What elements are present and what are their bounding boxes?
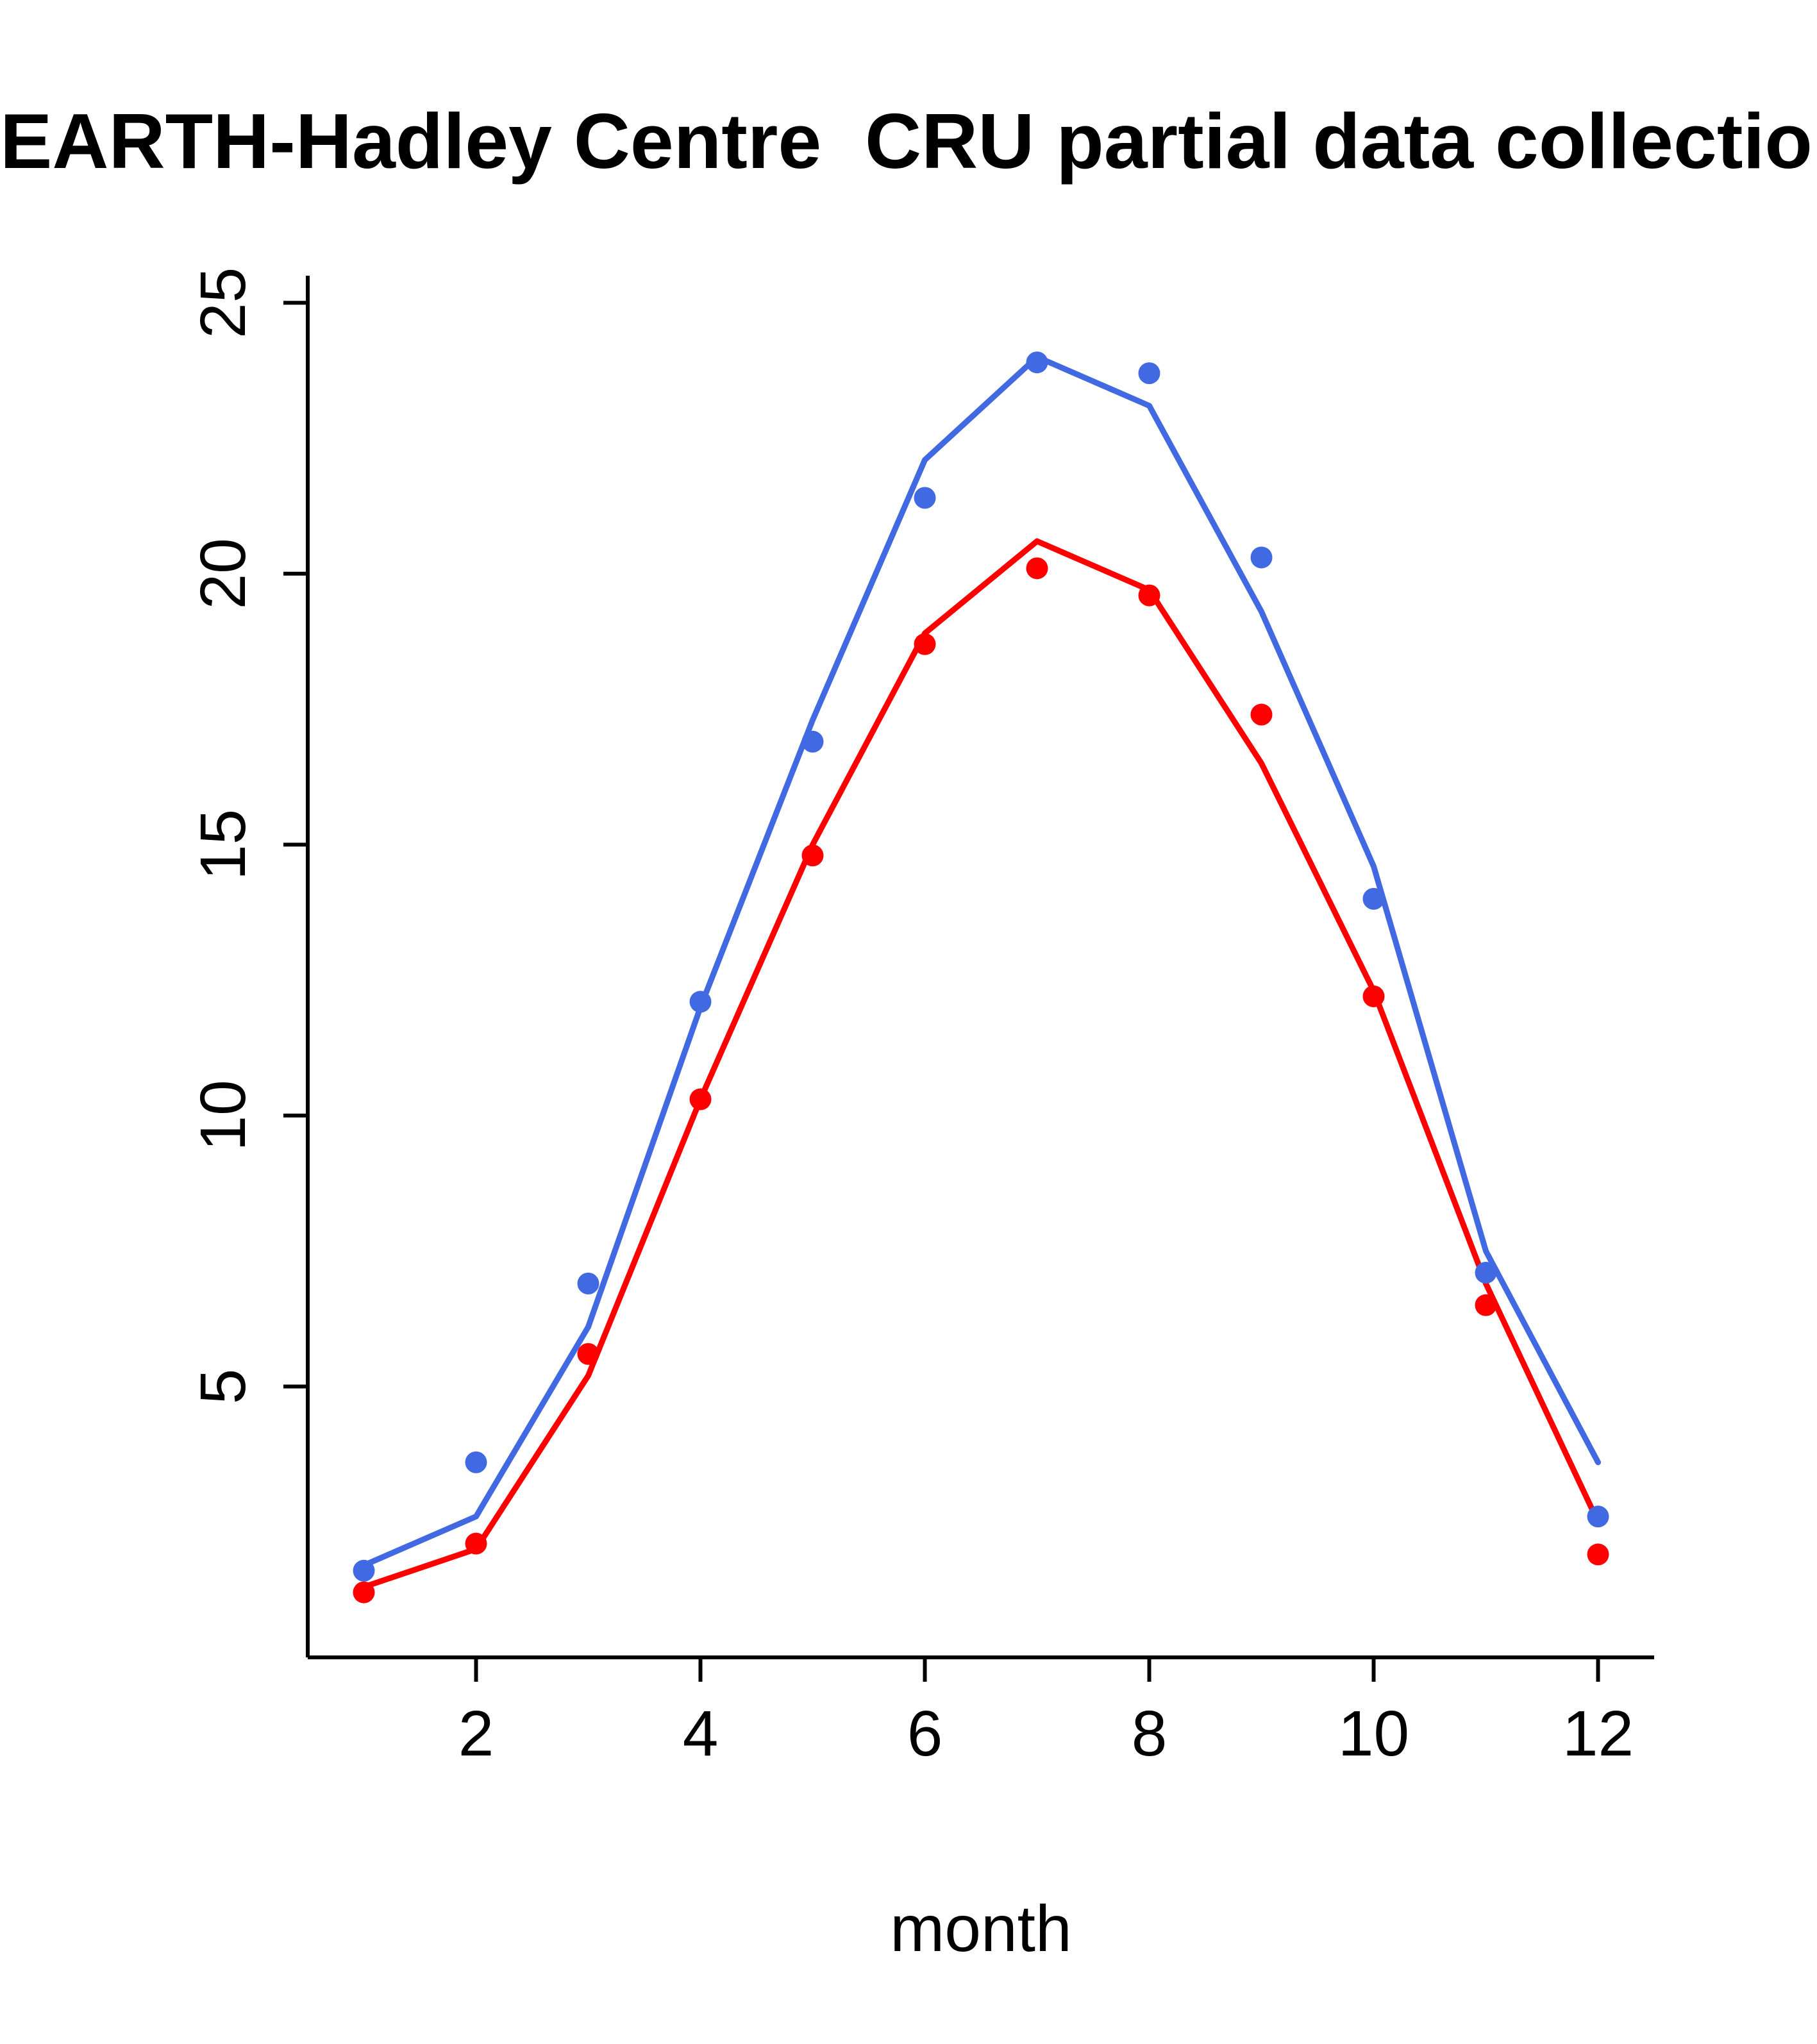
data-point xyxy=(1587,1543,1609,1566)
series-obs-points-red xyxy=(353,557,1609,1604)
x-tick-label: 2 xyxy=(458,1698,494,1770)
chart-title: EARTH-Hadley Centre CRU partial data col… xyxy=(0,97,1817,185)
series-line xyxy=(361,354,1601,1568)
x-tick-label: 12 xyxy=(1562,1698,1634,1770)
x-tick-label: 8 xyxy=(1132,1698,1168,1770)
data-point xyxy=(353,1559,375,1582)
data-point xyxy=(914,633,936,655)
series-line xyxy=(361,538,1601,1590)
data-point xyxy=(1138,584,1160,607)
x-tick-label: 10 xyxy=(1338,1698,1409,1770)
data-point xyxy=(465,1532,487,1555)
data-point xyxy=(353,1581,375,1604)
data-point xyxy=(801,844,824,867)
data-point xyxy=(1587,1505,1609,1528)
data-point xyxy=(914,487,936,509)
data-point xyxy=(689,991,712,1013)
axes: 5 10 15 20 25 2 4 6 8 10 12 xyxy=(187,267,1654,1770)
y-tick-label: 20 xyxy=(187,538,259,609)
data-point xyxy=(1026,351,1048,374)
data-point xyxy=(689,1088,712,1110)
data-point xyxy=(465,1451,487,1473)
y-tick-label: 5 xyxy=(187,1369,259,1405)
series-obs-line-red xyxy=(361,538,1601,1590)
x-axis-label: month xyxy=(890,1892,1072,1965)
series-model-points-blue xyxy=(353,351,1609,1582)
series-model-line-blue xyxy=(361,354,1601,1568)
data-point xyxy=(1475,1294,1497,1316)
x-tick-label: 6 xyxy=(907,1698,943,1770)
data-point xyxy=(1362,887,1385,910)
data-point xyxy=(577,1272,599,1294)
y-tick-label: 15 xyxy=(187,809,259,880)
data-point xyxy=(1138,362,1160,385)
data-point xyxy=(577,1343,599,1365)
y-tick-label: 10 xyxy=(187,1080,259,1151)
data-point xyxy=(1026,557,1048,580)
data-point xyxy=(1250,703,1273,726)
data-point xyxy=(801,730,824,753)
data-point xyxy=(1362,985,1385,1007)
y-tick-label: 25 xyxy=(187,267,259,339)
x-tick-label: 4 xyxy=(683,1698,719,1770)
data-point xyxy=(1475,1261,1497,1284)
data-point xyxy=(1250,546,1273,569)
